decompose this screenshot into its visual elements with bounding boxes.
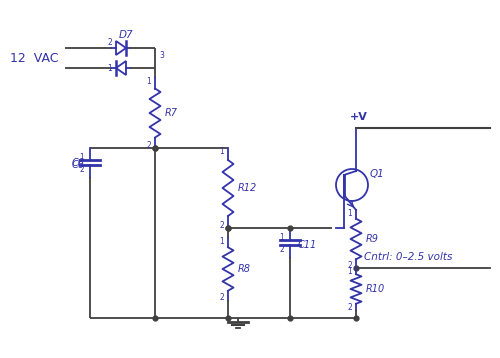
Text: 2: 2 [80, 164, 84, 174]
Text: 3: 3 [159, 51, 164, 60]
Text: C11: C11 [298, 240, 318, 250]
Text: Cntrl: 0–2.5 volts: Cntrl: 0–2.5 volts [364, 252, 452, 262]
Text: 1: 1 [348, 266, 352, 276]
Text: D7: D7 [118, 30, 134, 40]
Text: C6: C6 [72, 158, 85, 168]
Text: C6: C6 [72, 160, 85, 169]
Text: 2: 2 [220, 221, 224, 229]
Text: 1: 1 [348, 208, 352, 218]
Text: 1: 1 [220, 146, 224, 155]
Text: 12  VAC: 12 VAC [10, 52, 58, 64]
Text: 2: 2 [146, 140, 152, 150]
Text: 1: 1 [280, 233, 284, 242]
Text: R9: R9 [366, 234, 379, 244]
Text: Q1: Q1 [370, 169, 385, 179]
Text: 2: 2 [220, 292, 224, 301]
Text: 2: 2 [348, 303, 352, 311]
Text: 2: 2 [280, 245, 284, 253]
Text: R8: R8 [238, 264, 251, 274]
Text: +V: +V [350, 112, 368, 122]
Text: 1: 1 [80, 154, 84, 163]
Text: R10: R10 [366, 284, 385, 294]
Text: 2: 2 [348, 261, 352, 270]
Text: 2: 2 [108, 38, 112, 47]
Text: 1: 1 [146, 77, 152, 86]
Text: R7: R7 [165, 108, 178, 118]
Text: 1: 1 [108, 64, 112, 73]
Text: 1: 1 [220, 237, 224, 246]
Text: R12: R12 [238, 183, 257, 193]
